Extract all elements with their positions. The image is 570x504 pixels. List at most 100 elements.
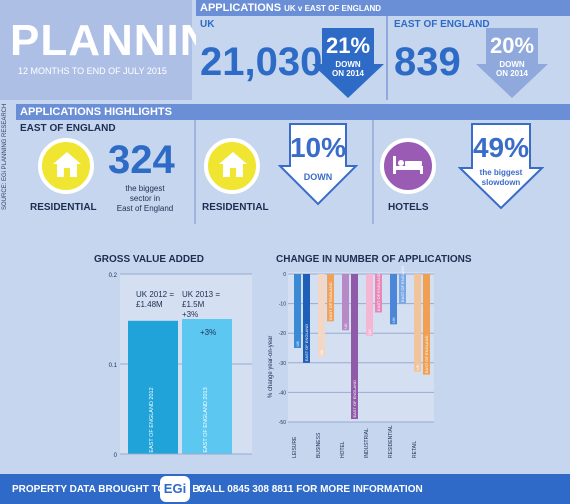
residential-down: DOWN: [303, 172, 333, 182]
hotels-note2: slowdown: [481, 178, 521, 187]
highlights-panel: APPLICATIONS HIGHLIGHTS EAST OF ENGLAND …: [16, 104, 570, 224]
residential-circle-2: [204, 138, 260, 194]
highlights-divider-2: [372, 120, 374, 224]
ee-down-arrow: [476, 28, 548, 98]
ee-label: EAST OF ENGLAND: [394, 19, 490, 30]
item1-note2: sector in: [129, 194, 161, 203]
change-bar: [303, 274, 310, 363]
applications-header-main: APPLICATIONS: [200, 2, 282, 14]
residential-pct: 10%: [289, 132, 347, 163]
change-bar: [342, 274, 349, 331]
gva-chart: 0 0.1 0.2 EAST OF ENGLAND 2012 EAST OF ENGL…: [109, 273, 252, 459]
change-tick-label: -10: [279, 302, 286, 308]
highlights-region: EAST OF ENGLAND: [20, 123, 116, 134]
hotels-down-arrow: [458, 123, 544, 210]
change-bar-tag: UK: [391, 317, 396, 323]
applications-header: APPLICATIONS UK v EAST OF ENGLAND: [196, 0, 570, 16]
gva-ann1a: UK 2012 =: [136, 290, 175, 299]
gva-ann2a: UK 2013 =: [182, 290, 221, 299]
residential-circle-1: [38, 138, 94, 194]
uk-down-arrow: [312, 28, 384, 98]
change-bar: [423, 274, 430, 375]
change-bar-tag: EAST OF ENGLAND: [328, 282, 333, 320]
gva-tick-label: 0.2: [109, 273, 118, 279]
change-category-label: HOTEL: [340, 441, 346, 458]
residential-down-arrow: [278, 123, 358, 206]
change-category-label: INDUSTRIAL: [364, 428, 370, 458]
page-subtitle: 12 MONTHS TO END OF JULY 2015: [18, 66, 167, 76]
change-bar: [327, 274, 334, 322]
gva-category-label: EAST OF ENGLAND 2012: [149, 387, 155, 452]
gva-ann3: +3%: [200, 328, 217, 337]
footer: PROPERTY DATA BROUGHT TO YOU BY EGi CALL…: [0, 474, 570, 504]
planning-panel: PLANNING 12 MONTHS TO END OF JULY 2015: [0, 0, 247, 100]
change-tick-label: -20: [279, 331, 286, 337]
gva-bar: [182, 319, 232, 454]
change-bar-tag: EAST OF ENGLAND: [376, 273, 381, 311]
uk-note: ON 2014: [331, 69, 365, 78]
change-bar-tag: UK: [319, 349, 324, 355]
footer-text-right: CALL 0845 308 8811 FOR MORE INFORMATION: [198, 484, 423, 495]
gva-tick-label: 0.1: [109, 363, 118, 369]
change-bar-tag: UK: [415, 364, 420, 370]
residential-label-1: RESIDENTIAL: [30, 202, 97, 213]
residential-value: 324: [108, 138, 175, 182]
change-bar-tag: EAST OF ENGLAND: [424, 336, 429, 374]
highlights-header: APPLICATIONS HIGHLIGHTS: [16, 104, 570, 120]
applications-panel: APPLICATIONS UK v EAST OF ENGLAND UK 21,…: [196, 0, 570, 100]
change-bar-tag: UK: [295, 341, 300, 347]
change-category-label: RETAIL: [412, 441, 418, 458]
ee-note: ON 2014: [495, 69, 529, 78]
change-title: CHANGE IN NUMBER OF APPLICATIONS: [276, 254, 472, 265]
change-bar: [366, 274, 373, 337]
applications-header-sub: UK v EAST OF ENGLAND: [284, 4, 382, 13]
footer-text-left: PROPERTY DATA BROUGHT TO YOU BY: [12, 484, 207, 495]
change-bar: [375, 274, 382, 313]
ee-value: 839: [394, 40, 461, 84]
egi-logo: EGi: [160, 476, 190, 502]
egi-logo-text: EGi: [163, 481, 187, 496]
change-bar-tag: UK: [367, 329, 372, 335]
bed-icon: [393, 156, 423, 174]
change-tick-label: -30: [279, 361, 286, 367]
ee-pct: 20%: [489, 33, 535, 58]
change-category-label: BUSINESS: [316, 432, 322, 458]
uk-pct: 21%: [325, 33, 371, 58]
highlights-divider-1: [194, 120, 196, 224]
ee-down: DOWN: [499, 60, 525, 69]
gva-category-label: EAST OF ENGLAND 2013: [203, 387, 209, 452]
gva-bar: [128, 320, 178, 454]
change-bar: [294, 274, 301, 348]
uk-down: DOWN: [335, 60, 361, 69]
change-bar: [390, 274, 397, 325]
change-bar: [414, 274, 421, 372]
uk-value: 21,030: [200, 40, 323, 84]
item1-note1: the biggest: [125, 184, 165, 193]
change-ylabel: % change year-on-year: [268, 335, 274, 398]
change-bar: [351, 274, 358, 420]
change-bar: [318, 274, 325, 357]
change-category-label: RESIDENTIAL: [388, 425, 394, 458]
change-bar-tag: EAST OF ENGLAND: [304, 324, 309, 362]
hotels-label: HOTELS: [388, 202, 429, 213]
change-bar-tag: UK: [343, 323, 348, 329]
gva-ann1b: £1.48M: [136, 300, 163, 309]
house-icon: [219, 152, 247, 177]
applications-divider: [386, 16, 388, 100]
hotels-note1: the biggest: [479, 168, 523, 177]
change-bar: [399, 274, 406, 304]
item1-note3: East of England: [116, 204, 174, 213]
change-bar-tag: EAST OF ENGLAND: [352, 380, 357, 418]
change-tick-label: -40: [279, 390, 286, 396]
residential-label-2: RESIDENTIAL: [202, 202, 269, 213]
change-tick-label: 0: [283, 272, 286, 278]
house-icon: [53, 152, 81, 177]
gva-ann2b: £1.5M: [182, 300, 205, 309]
change-tick-label: -50: [279, 420, 286, 426]
uk-label: UK: [200, 19, 215, 30]
gva-ann2c: +3%: [182, 310, 199, 319]
hotels-pct: 49%: [472, 132, 530, 163]
gva-tick-label: 0: [114, 453, 118, 459]
source-note: SOURCE: EGi PLANNING RESEARCH: [2, 103, 8, 210]
change-bar-tag: EAST OF ENGLAND: [400, 266, 405, 302]
